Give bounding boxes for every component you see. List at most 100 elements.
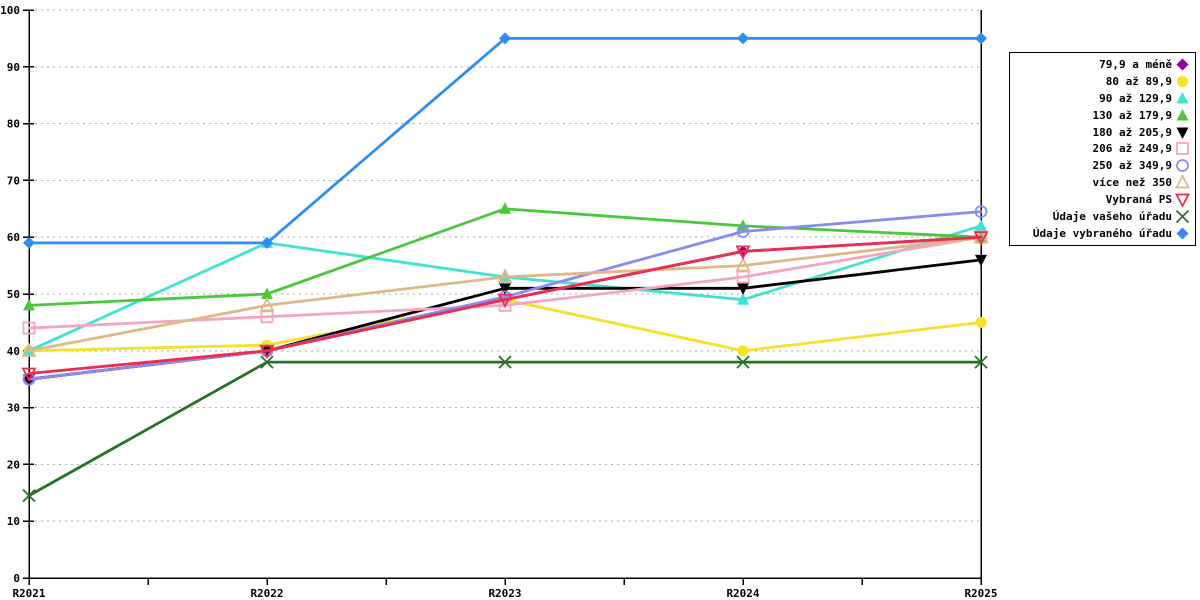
legend-item: 206 až 249,9 xyxy=(1013,141,1190,156)
triangle-up-marker xyxy=(1176,91,1189,104)
series-line-9 xyxy=(27,360,983,498)
legend-circle-icon xyxy=(1177,75,1188,87)
legend-item: 130 až 179,9 xyxy=(1013,108,1190,123)
legend-diamond-icon xyxy=(1176,58,1189,71)
legend-x-cross-icon xyxy=(1175,209,1190,224)
triangle-down-open-marker xyxy=(21,367,37,382)
circle-open-marker xyxy=(1176,159,1189,173)
chart-legend: 79,9 a méně 80 až 89,9 90 až 129,9 130 až 1… xyxy=(1009,52,1196,246)
legend-item: Údaje vašeho úřadu xyxy=(1013,209,1190,224)
triangle-down-open-marker xyxy=(497,293,513,309)
legend-item-label: Údaje vašeho úřadu xyxy=(1052,210,1172,224)
y-tick-label: 0 xyxy=(13,572,20,585)
triangle-up-marker xyxy=(1176,108,1189,121)
x-cross-marker xyxy=(22,489,36,503)
legend-triangle-up-icon xyxy=(1176,108,1189,121)
triangle-up-marker xyxy=(261,287,273,299)
diamond-marker xyxy=(1176,58,1189,71)
x-tick-label: R2021 xyxy=(12,587,45,600)
triangle-down-open-marker xyxy=(259,344,275,360)
circle-open-marker xyxy=(736,225,750,238)
y-tick-label: 70 xyxy=(7,174,20,187)
circle-marker xyxy=(737,345,749,357)
triangle-up-open-marker xyxy=(735,257,751,272)
legend-item: Údaje vybraného úřadu xyxy=(1013,226,1190,241)
legend-item-label: více než 350 xyxy=(1092,176,1172,190)
legend-item-label: 80 až 89,9 xyxy=(1105,74,1172,88)
triangle-down-open-marker xyxy=(973,231,989,246)
legend-item-label: 130 až 179,9 xyxy=(1092,108,1172,122)
legend-item-label: Vybraná PS xyxy=(1105,193,1172,207)
circle-marker xyxy=(975,316,987,328)
legend-item-label: Údaje vybraného úřadu xyxy=(1032,227,1172,241)
x-cross-marker xyxy=(498,355,512,369)
y-tick-label: 10 xyxy=(7,515,20,528)
triangle-up-open-marker xyxy=(259,296,275,312)
x-tick-label: R2023 xyxy=(488,587,521,600)
y-tick-label: 60 xyxy=(7,231,20,244)
triangle-down-marker xyxy=(499,283,511,295)
diamond-marker xyxy=(261,236,273,249)
square-open-marker xyxy=(22,321,36,335)
y-tick-label: 50 xyxy=(7,288,20,301)
series-line-6 xyxy=(27,210,983,381)
x-tick-label: R2022 xyxy=(250,587,283,600)
x-tick-label: R2024 xyxy=(726,587,759,600)
triangle-up-marker xyxy=(975,219,987,231)
square-open-marker xyxy=(1176,142,1189,156)
legend-triangle-down-open-icon xyxy=(1175,193,1190,208)
legend-item: 180 až 205,9 xyxy=(1013,125,1190,140)
circle-marker xyxy=(1177,75,1188,87)
legend-item-label: 180 až 205,9 xyxy=(1092,125,1172,139)
x-tick-label: R2025 xyxy=(964,587,997,600)
x-cross-marker xyxy=(736,355,750,369)
legend-item: 250 až 349,9 xyxy=(1013,158,1190,173)
x-cross-marker xyxy=(974,355,988,369)
diamond-marker xyxy=(975,32,987,45)
legend-item: více než 350 xyxy=(1013,175,1190,190)
y-tick-label: 100 xyxy=(0,4,20,17)
series-line-8 xyxy=(27,235,983,375)
legend-triangle-down-icon xyxy=(1176,127,1189,139)
y-tick-label: 30 xyxy=(7,402,20,415)
legend-item: 90 až 129,9 xyxy=(1013,91,1190,106)
triangle-up-marker xyxy=(499,202,511,214)
legend-item-label: 250 až 349,9 xyxy=(1092,159,1172,173)
legend-item: Vybraná PS xyxy=(1013,192,1190,208)
diamond-marker xyxy=(737,32,749,45)
diamond-marker xyxy=(23,236,35,249)
series-line-7 xyxy=(27,235,983,353)
legend-item-label: 90 až 129,9 xyxy=(1099,91,1172,105)
legend-item: 80 až 89,9 xyxy=(1013,74,1190,89)
triangle-down-marker xyxy=(975,254,987,267)
triangle-up-open-marker xyxy=(1175,175,1190,189)
triangle-down-marker xyxy=(737,283,749,295)
y-tick-label: 90 xyxy=(7,61,20,74)
x-cross-marker xyxy=(1175,209,1190,224)
triangle-down-open-marker xyxy=(735,245,751,260)
triangle-up-open-marker xyxy=(497,268,513,283)
triangle-down-marker xyxy=(1176,127,1189,139)
legend-square-open-icon xyxy=(1176,142,1189,156)
legend-triangle-up-icon xyxy=(1176,91,1189,104)
triangle-up-marker xyxy=(23,298,35,311)
legend-item-label: 79,9 a méně xyxy=(1099,57,1172,71)
triangle-down-open-marker xyxy=(1175,193,1190,208)
triangle-up-open-marker xyxy=(21,342,37,357)
legend-item-label: 206 až 249,9 xyxy=(1092,142,1172,156)
y-tick-label: 20 xyxy=(7,458,20,471)
series-line-0 xyxy=(27,235,983,381)
diamond-marker xyxy=(1176,227,1189,240)
diamond-marker xyxy=(499,32,511,45)
legend-triangle-up-open-icon xyxy=(1175,175,1190,189)
triangle-up-marker xyxy=(737,293,749,305)
y-tick-label: 40 xyxy=(7,345,20,358)
legend-circle-open-icon xyxy=(1176,159,1189,173)
legend-item: 79,9 a méně xyxy=(1013,57,1190,72)
x-cross-marker xyxy=(260,355,274,369)
y-tick-label: 80 xyxy=(7,118,20,131)
circle-open-marker xyxy=(974,205,988,219)
legend-diamond-icon xyxy=(1176,227,1189,240)
